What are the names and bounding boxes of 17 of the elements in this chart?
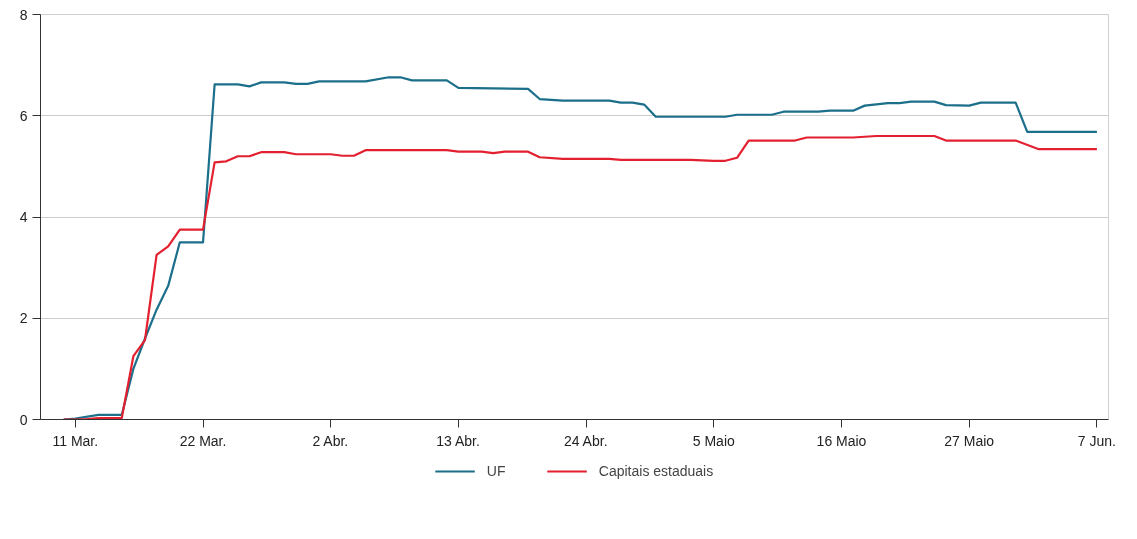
x-tick-label: 27 Maio <box>944 432 995 449</box>
legend-label: Capitais estaduais <box>598 463 714 479</box>
y-tick-label: 2 <box>19 310 28 327</box>
x-tick-label: 7 Jun. <box>1077 432 1116 449</box>
x-tick-label: 16 Maio <box>816 432 867 449</box>
y-tick-label: 8 <box>19 6 28 23</box>
x-tick-label: 5 Maio <box>692 432 736 449</box>
y-tick-label: 6 <box>19 107 28 124</box>
x-tick-label: 11 Mar. <box>52 432 99 449</box>
x-tick-label: 13 Abr. <box>436 432 480 449</box>
x-tick-label: 22 Mar. <box>179 432 227 449</box>
y-tick-label: 4 <box>19 209 28 225</box>
legend-label: UF <box>486 463 507 479</box>
x-tick-label: 24 Abr. <box>563 432 608 449</box>
y-tick-label: 0 <box>19 411 28 428</box>
x-tick-label: 2 Abr. <box>312 432 349 449</box>
line-series <box>62 134 1098 420</box>
